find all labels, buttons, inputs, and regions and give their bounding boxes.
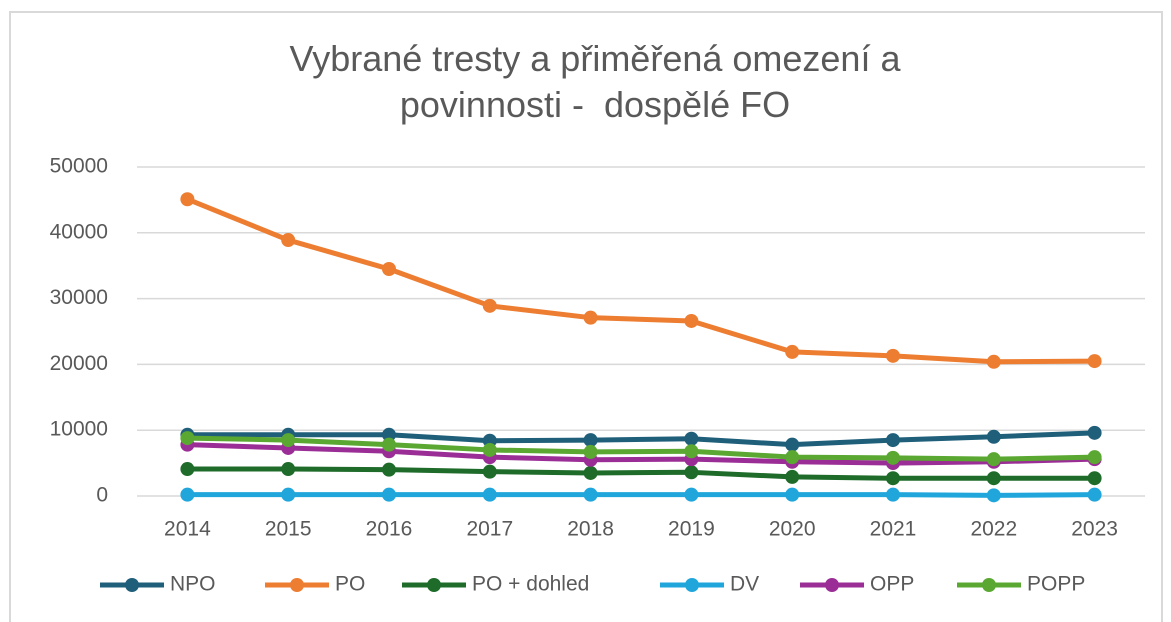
legend-label: DV	[730, 573, 759, 596]
y-tick-label: 30000	[50, 286, 108, 309]
series-line	[187, 442, 1095, 466]
legend-label: PO	[335, 573, 365, 596]
y-tick-label: 20000	[50, 352, 108, 375]
data-point	[281, 487, 296, 502]
data-point	[583, 444, 598, 459]
x-tick-label: 2023	[1071, 518, 1118, 541]
data-point	[180, 431, 195, 446]
data-point	[785, 437, 800, 452]
data-point	[583, 310, 598, 325]
data-point	[482, 487, 497, 502]
data-point	[1087, 425, 1102, 440]
data-point	[583, 465, 598, 480]
data-point	[482, 298, 497, 313]
data-point	[886, 433, 900, 448]
series-line	[187, 466, 1095, 481]
data-point	[583, 487, 598, 502]
data-point	[281, 233, 296, 248]
data-point	[886, 471, 900, 486]
data-point	[986, 488, 1001, 503]
data-point	[482, 442, 497, 457]
data-point	[382, 437, 396, 452]
data-point	[684, 431, 699, 446]
data-point	[684, 313, 699, 328]
data-point	[180, 487, 195, 502]
legend-marker	[427, 578, 441, 592]
chart-frame	[9, 11, 1163, 622]
series-line	[187, 492, 1095, 498]
data-point	[986, 452, 1001, 467]
data-point	[986, 429, 1001, 444]
data-point	[1087, 354, 1102, 369]
x-tick-label: 2021	[870, 518, 917, 541]
data-point	[1087, 487, 1102, 502]
data-point	[986, 354, 1001, 369]
legend-marker	[982, 578, 996, 592]
data-point	[886, 487, 900, 502]
y-tick-label: 40000	[50, 220, 108, 243]
data-point	[1087, 471, 1102, 486]
chart-title: Vybrané tresty a přiměřená omezení a pov…	[289, 38, 911, 125]
data-point	[785, 469, 800, 484]
legend-label: OPP	[870, 573, 914, 596]
x-tick-label: 2022	[970, 518, 1017, 541]
data-point	[684, 465, 699, 480]
data-point	[382, 427, 396, 442]
data-point	[180, 462, 195, 477]
data-point	[382, 462, 396, 477]
data-point	[886, 348, 900, 363]
data-point	[785, 450, 800, 465]
data-point	[180, 192, 195, 207]
x-tick-label: 2017	[466, 518, 513, 541]
legend-marker	[125, 578, 139, 592]
data-point	[281, 433, 296, 448]
data-point	[684, 444, 699, 459]
x-tick-label: 2018	[567, 518, 614, 541]
series-line	[187, 435, 1095, 462]
legend-marker	[685, 578, 699, 592]
data-point	[785, 487, 800, 502]
x-tick-label: 2019	[668, 518, 715, 541]
data-point	[281, 462, 296, 477]
legend-label: NPO	[170, 573, 216, 596]
data-point	[986, 471, 1001, 486]
x-tick-label: 2014	[164, 518, 211, 541]
data-point	[886, 450, 900, 465]
legend-marker	[825, 578, 839, 592]
data-point	[583, 433, 598, 448]
x-tick-label: 2016	[366, 518, 413, 541]
data-point	[382, 261, 396, 276]
legend-marker	[290, 578, 304, 592]
y-tick-label: 10000	[50, 418, 108, 441]
y-tick-label: 50000	[50, 155, 108, 178]
data-point	[684, 487, 699, 502]
data-point	[785, 344, 800, 359]
x-tick-label: 2020	[769, 518, 816, 541]
data-point	[482, 464, 497, 479]
series-line	[187, 430, 1095, 448]
data-point	[1087, 450, 1102, 465]
y-tick-label: 0	[96, 484, 108, 507]
data-point	[382, 487, 396, 502]
x-tick-label: 2015	[265, 518, 312, 541]
legend-label: PO + dohled	[472, 573, 589, 596]
series-line	[186, 196, 1095, 365]
legend-label: POPP	[1027, 573, 1085, 596]
